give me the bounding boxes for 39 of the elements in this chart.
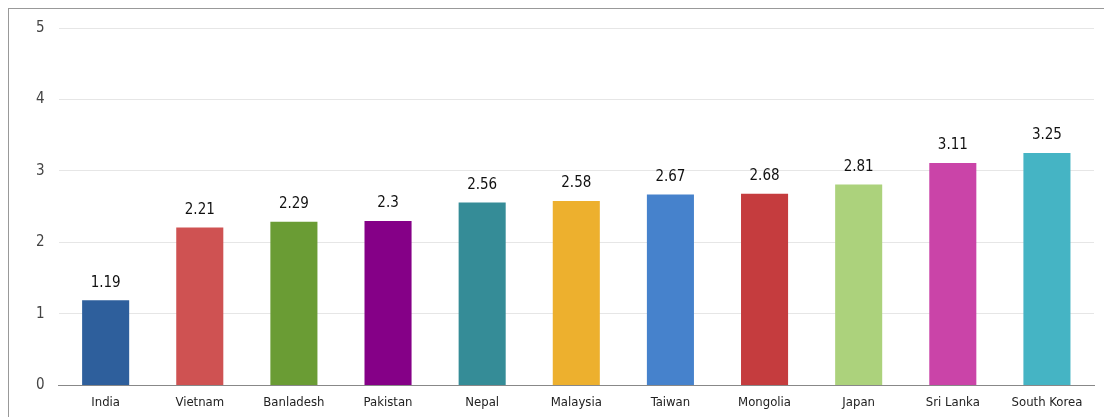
y-tick-label: 4 — [35, 89, 45, 108]
bar — [82, 300, 130, 385]
bar — [646, 194, 694, 385]
y-tick-label: 1 — [35, 303, 45, 322]
data-label: 3.25 — [1031, 125, 1062, 144]
x-tick-label: Japan — [841, 393, 875, 409]
data-label: 2.56 — [467, 174, 498, 193]
data-label: 2.21 — [184, 199, 215, 218]
x-tick-label: Sri Lanka — [925, 393, 980, 409]
data-label: 2.68 — [749, 166, 780, 185]
bar — [552, 200, 600, 385]
x-tick-label: Malaysia — [550, 393, 602, 409]
data-label: 2.3 — [377, 193, 399, 212]
y-tick-label: 3 — [35, 160, 45, 179]
x-tick-label: Vietnam — [175, 393, 225, 409]
bar — [270, 221, 318, 385]
data-label: 1.19 — [90, 272, 121, 291]
data-label: 2.29 — [278, 194, 309, 213]
x-tick-label: Mongolia — [738, 393, 792, 409]
data-label: 2.67 — [655, 166, 686, 185]
x-tick-label: Pakistan — [363, 393, 413, 409]
bar — [1023, 153, 1071, 385]
bar — [741, 193, 789, 385]
y-tick-label: 0 — [35, 375, 45, 394]
x-tick-label: India — [91, 393, 121, 409]
data-label: 2.81 — [843, 156, 874, 175]
y-tick-label: 2 — [35, 232, 45, 251]
bar — [929, 163, 977, 385]
data-label: 2.58 — [561, 173, 592, 192]
x-tick-label: Banladesh — [263, 393, 325, 409]
x-tick-label: South Korea — [1011, 393, 1083, 409]
data-label: 3.11 — [937, 135, 968, 154]
x-tick-label: Nepal — [465, 393, 500, 409]
bar — [458, 202, 506, 385]
bar — [176, 227, 224, 385]
bar — [364, 221, 412, 385]
x-tick-label: Taiwan — [649, 393, 691, 409]
y-tick-label: 5 — [35, 17, 45, 36]
bar — [835, 184, 883, 385]
